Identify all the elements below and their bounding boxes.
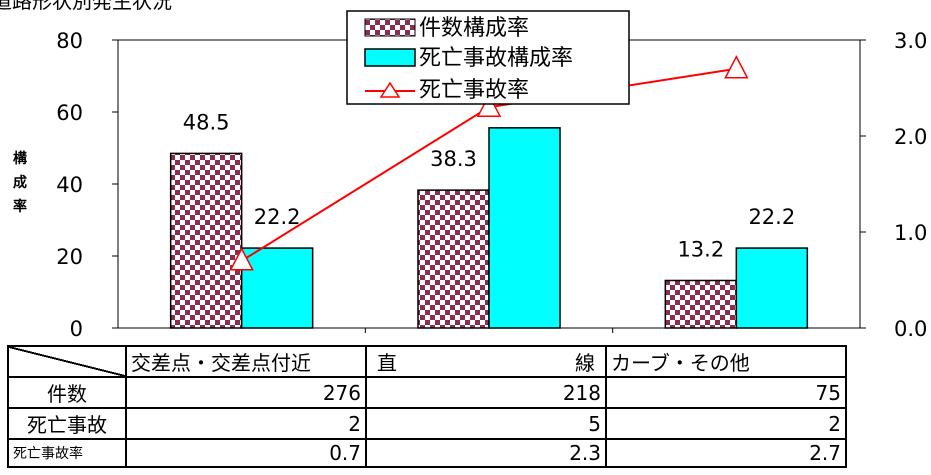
table-cell: 2.3 <box>365 438 607 468</box>
y-axis-tick-label: 0 <box>70 317 83 341</box>
legend-label-3: 死亡事故率 <box>419 78 529 103</box>
table-cell: 2 <box>125 407 367 440</box>
table-cell: 5 <box>365 407 607 440</box>
table-row: 死亡事故率 0.7 2.3 2.7 <box>7 438 847 468</box>
row-label-fatal: 死亡事故 <box>7 407 127 440</box>
data-label-case-share: 13.2 <box>677 237 724 261</box>
y-axis-tick-label: 60 <box>56 101 83 125</box>
bar-fatal-share <box>240 247 314 329</box>
row-label-fatal-rate: 死亡事故率 <box>7 438 127 468</box>
y-axis-tick-label: 40 <box>56 173 83 197</box>
y-axis-label-char-1: 構 <box>13 150 27 167</box>
bar-fatal-share <box>735 247 809 329</box>
table-header-straight: 直 線 <box>365 345 607 378</box>
data-label-case-share: 48.5 <box>183 110 230 134</box>
y-axis-label-char-3: 率 <box>13 198 27 215</box>
legend-label-1: 件数構成率 <box>419 16 529 41</box>
table-cell: 2.7 <box>605 438 847 468</box>
table-header-row: 交差点・交差点付近 直 線 カーブ・その他 <box>7 345 847 378</box>
bar-case-share <box>664 279 738 329</box>
data-table: 交差点・交差点付近 直 線 カーブ・その他 件数 276 218 75 死亡事故… <box>7 345 847 468</box>
legend-label-2: 死亡事故構成率 <box>419 46 573 71</box>
table-header-intersection: 交差点・交差点付近 <box>125 345 367 378</box>
table-corner-cell <box>7 345 127 378</box>
legend-swatch-cyan <box>364 48 416 67</box>
table-cell: 75 <box>605 376 847 409</box>
data-label-case-share: 38.3 <box>430 147 477 171</box>
y-axis-tick-label: 80 <box>56 29 83 53</box>
y2-axis-tick-label: 0.0 <box>894 317 927 341</box>
row-label-count: 件数 <box>7 376 127 409</box>
table-header-curve: カーブ・その他 <box>605 345 847 378</box>
table-cell: 276 <box>125 376 367 409</box>
table-row: 死亡事故 2 5 2 <box>7 407 847 440</box>
data-label-fatal-share: 22.2 <box>254 205 301 229</box>
y-axis-label-char-2: 成 <box>13 174 27 191</box>
y2-axis-tick-label: 3.0 <box>894 29 927 53</box>
bar-fatal-share <box>488 127 561 329</box>
y2-axis-tick-label: 1.0 <box>894 221 927 245</box>
table-cell: 218 <box>365 376 607 409</box>
bar-case-share <box>417 189 490 329</box>
data-label-fatal-share: 22.2 <box>748 205 795 229</box>
combo-chart: 道路形状別発生状況 0 20 40 60 80 0.0 1.0 2.0 3.0 48.5 22.2 3… <box>0 0 927 341</box>
marker-fatal-rate <box>229 247 254 271</box>
table-cell: 2 <box>605 407 847 440</box>
chart-title-fragment: 道路形状別発生状況 <box>0 0 172 13</box>
y2-axis-tick-label: 2.0 <box>894 125 927 149</box>
marker-fatal-rate <box>476 93 502 117</box>
y-axis-tick-label: 20 <box>56 245 83 269</box>
legend-swatch-checker <box>364 18 416 37</box>
plot-area: 0 20 40 60 80 0.0 1.0 2.0 3.0 48.5 22.2 38.3 13.2 22.… <box>56 29 927 341</box>
marker-fatal-rate <box>724 55 749 79</box>
table-cell: 0.7 <box>125 438 367 468</box>
legend: 件数構成率 死亡事故構成率 死亡事故率 <box>346 10 630 105</box>
bar-case-share <box>169 152 243 329</box>
table-row: 件数 276 218 75 <box>7 376 847 409</box>
legend-triangle-marker <box>379 81 401 98</box>
